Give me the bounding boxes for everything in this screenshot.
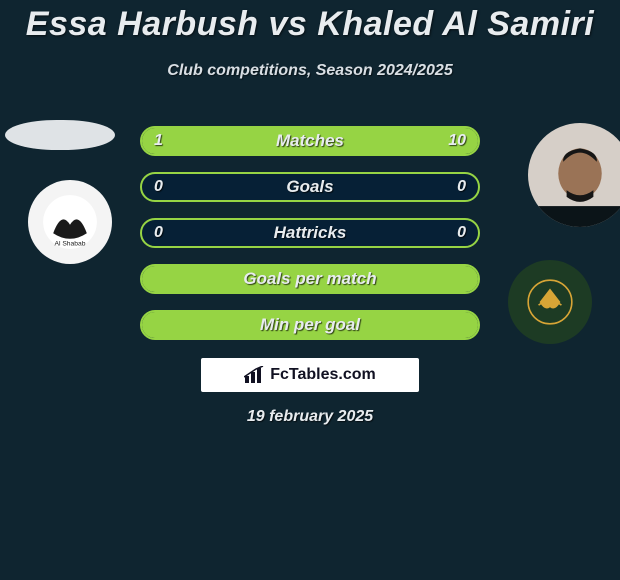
bar-chart-icon bbox=[244, 366, 266, 384]
stat-bar-fill-left bbox=[142, 266, 478, 292]
stat-row: Matches110 bbox=[140, 118, 480, 164]
page-title: Essa Harbush vs Khaled Al Samiri bbox=[0, 5, 620, 44]
brand-text: FcTables.com bbox=[270, 366, 376, 384]
stat-bar-fill-right bbox=[172, 128, 478, 154]
stat-row: Hattricks00 bbox=[140, 210, 480, 256]
club-logo-left: Al Shabab bbox=[28, 180, 112, 264]
stat-bar-fill-left bbox=[142, 312, 478, 338]
stat-bar-track bbox=[140, 218, 480, 248]
stat-bar-track bbox=[140, 264, 480, 294]
date-stamp: 19 february 2025 bbox=[0, 408, 620, 426]
brand-badge: FcTables.com bbox=[201, 358, 419, 392]
stat-value-left: 1 bbox=[154, 126, 163, 156]
stat-row: Min per goal bbox=[140, 302, 480, 348]
stat-bar-track bbox=[140, 172, 480, 202]
stat-value-right: 0 bbox=[457, 218, 466, 248]
stat-value-right: 0 bbox=[457, 172, 466, 202]
page-subtitle: Club competitions, Season 2024/2025 bbox=[0, 62, 620, 80]
player-photo-left bbox=[5, 120, 115, 150]
club-crest-icon: Al Shabab bbox=[42, 194, 98, 250]
stat-bar-track bbox=[140, 126, 480, 156]
person-icon bbox=[536, 135, 620, 227]
player-photo-right bbox=[528, 123, 620, 227]
stat-value-left: 0 bbox=[154, 172, 163, 202]
comparison-bars: Matches110Goals00Hattricks00Goals per ma… bbox=[140, 118, 480, 348]
stat-row: Goals per match bbox=[140, 256, 480, 302]
stat-value-right: 10 bbox=[448, 126, 466, 156]
stat-value-left: 0 bbox=[154, 218, 163, 248]
club-crest-icon bbox=[524, 276, 576, 328]
svg-text:Al Shabab: Al Shabab bbox=[54, 241, 85, 248]
stat-bar-track bbox=[140, 310, 480, 340]
stat-row: Goals00 bbox=[140, 164, 480, 210]
club-logo-right bbox=[508, 260, 592, 344]
